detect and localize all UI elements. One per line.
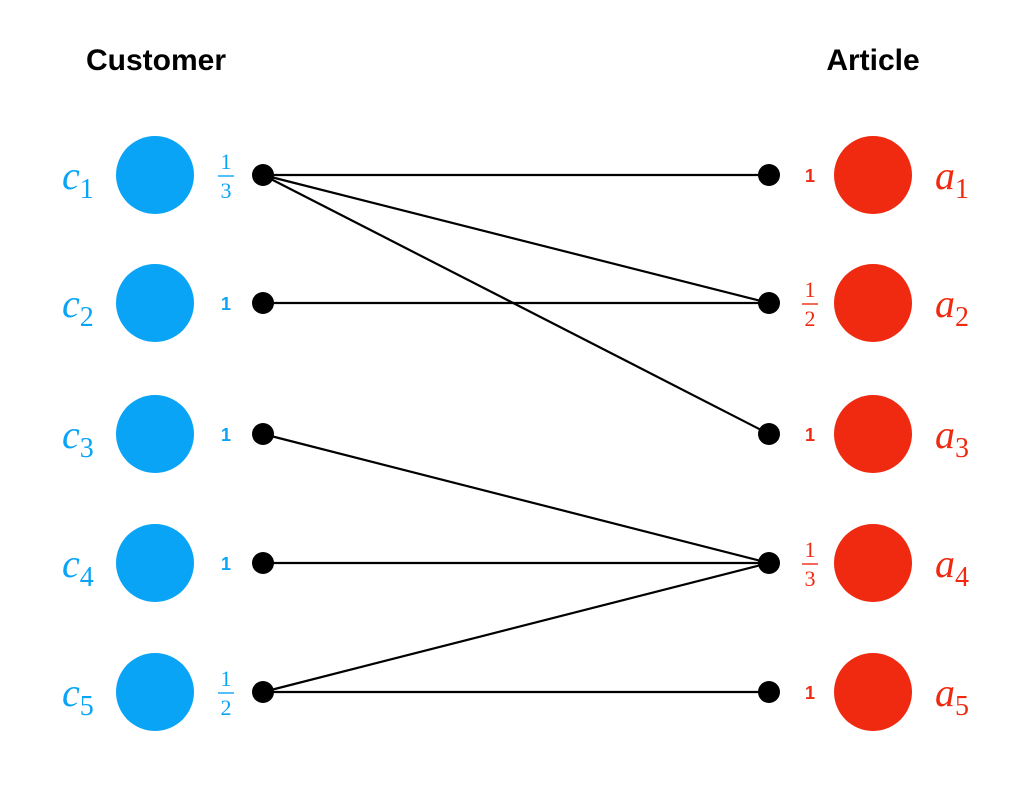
customer-node-3: c3 1 bbox=[62, 395, 274, 473]
article-label-sub: 1 bbox=[955, 174, 969, 205]
article-endpoint-4 bbox=[758, 552, 780, 574]
customer-label-sub: 5 bbox=[80, 691, 94, 722]
article-weight-5: 1 bbox=[805, 683, 815, 703]
customer-label-var: c bbox=[62, 412, 80, 457]
fraction-numerator: 1 bbox=[221, 149, 232, 174]
fraction-denominator: 3 bbox=[805, 566, 816, 591]
customer-label-sub: 4 bbox=[80, 562, 94, 593]
customer-circle-1 bbox=[116, 136, 194, 214]
fraction-numerator: 1 bbox=[221, 666, 232, 691]
customer-label-1: c1 bbox=[62, 153, 94, 205]
customer-weight-1: 13 bbox=[218, 149, 234, 203]
customer-endpoint-3 bbox=[252, 423, 274, 445]
customer-title: Customer bbox=[86, 44, 226, 77]
article-label-1: a1 bbox=[935, 153, 969, 205]
customer-node-4: c4 1 bbox=[62, 524, 274, 602]
edge-c5-a4 bbox=[262, 561, 770, 694]
article-node-5: a5 1 bbox=[758, 653, 969, 731]
article-label-sub: 4 bbox=[955, 562, 969, 593]
article-endpoint-3 bbox=[758, 423, 780, 445]
article-label-var: a bbox=[935, 281, 955, 326]
article-label-5: a5 bbox=[935, 670, 969, 722]
article-weight-4: 13 bbox=[802, 537, 818, 591]
edges-layer bbox=[262, 173, 770, 694]
article-node-1: a11 bbox=[758, 136, 969, 214]
customer-label-3: c3 bbox=[62, 412, 94, 464]
article-weight-3: 1 bbox=[805, 425, 815, 445]
article-label-sub: 2 bbox=[955, 302, 969, 333]
customer-endpoint-5 bbox=[252, 681, 274, 703]
customer-label-var: c bbox=[62, 153, 80, 198]
article-circle-5 bbox=[834, 653, 912, 731]
fraction-numerator: 1 bbox=[805, 277, 816, 302]
article-label-var: a bbox=[935, 541, 955, 586]
article-label-sub: 5 bbox=[955, 691, 969, 722]
edge-c1-a3 bbox=[262, 174, 770, 435]
customer-label-4: c4 bbox=[62, 541, 94, 593]
fraction-numerator: 1 bbox=[805, 537, 816, 562]
article-label-2: a2 bbox=[935, 281, 969, 333]
article-label-4: a4 bbox=[935, 541, 969, 593]
article-label-var: a bbox=[935, 412, 955, 457]
customer-weight-5: 12 bbox=[218, 666, 234, 720]
customer-circle-5 bbox=[116, 653, 194, 731]
fraction-denominator: 2 bbox=[221, 695, 232, 720]
article-node-3: a3 1 bbox=[758, 395, 969, 473]
customer-weight-3: 1 bbox=[221, 425, 231, 445]
article-circle-2 bbox=[834, 264, 912, 342]
edge-c1-a2 bbox=[262, 173, 770, 305]
customer-label-2: c2 bbox=[62, 281, 94, 333]
article-circle-3 bbox=[834, 395, 912, 473]
customer-label-sub: 2 bbox=[80, 302, 94, 333]
customer-endpoint-2 bbox=[252, 292, 274, 314]
article-label-var: a bbox=[935, 153, 955, 198]
article-endpoint-1 bbox=[758, 164, 780, 186]
customer-weight-4: 1 bbox=[221, 554, 231, 574]
edge-c3-a4 bbox=[262, 432, 770, 565]
customer-endpoint-4 bbox=[252, 552, 274, 574]
customer-label-sub: 1 bbox=[80, 174, 94, 205]
customer-label-5: c5 bbox=[62, 670, 94, 722]
fraction-denominator: 3 bbox=[221, 178, 232, 203]
customer-endpoint-1 bbox=[252, 164, 274, 186]
article-title: Article bbox=[826, 44, 919, 77]
customer-label-var: c bbox=[62, 281, 80, 326]
article-label-3: a3 bbox=[935, 412, 969, 464]
customer-label-var: c bbox=[62, 670, 80, 715]
customer-circle-3 bbox=[116, 395, 194, 473]
fraction-denominator: 2 bbox=[805, 306, 816, 331]
article-weight-1: 1 bbox=[805, 166, 815, 186]
article-weight-2: 12 bbox=[802, 277, 818, 331]
customer-circle-2 bbox=[116, 264, 194, 342]
article-circle-4 bbox=[834, 524, 912, 602]
article-label-var: a bbox=[935, 670, 955, 715]
article-label-sub: 3 bbox=[955, 433, 969, 464]
customer-weight-2: 1 bbox=[221, 294, 231, 314]
customer-label-sub: 3 bbox=[80, 433, 94, 464]
customer-label-var: c bbox=[62, 541, 80, 586]
customer-circle-4 bbox=[116, 524, 194, 602]
customer-node-2: c2 1 bbox=[62, 264, 274, 342]
article-endpoint-5 bbox=[758, 681, 780, 703]
article-endpoint-2 bbox=[758, 292, 780, 314]
article-circle-1 bbox=[834, 136, 912, 214]
